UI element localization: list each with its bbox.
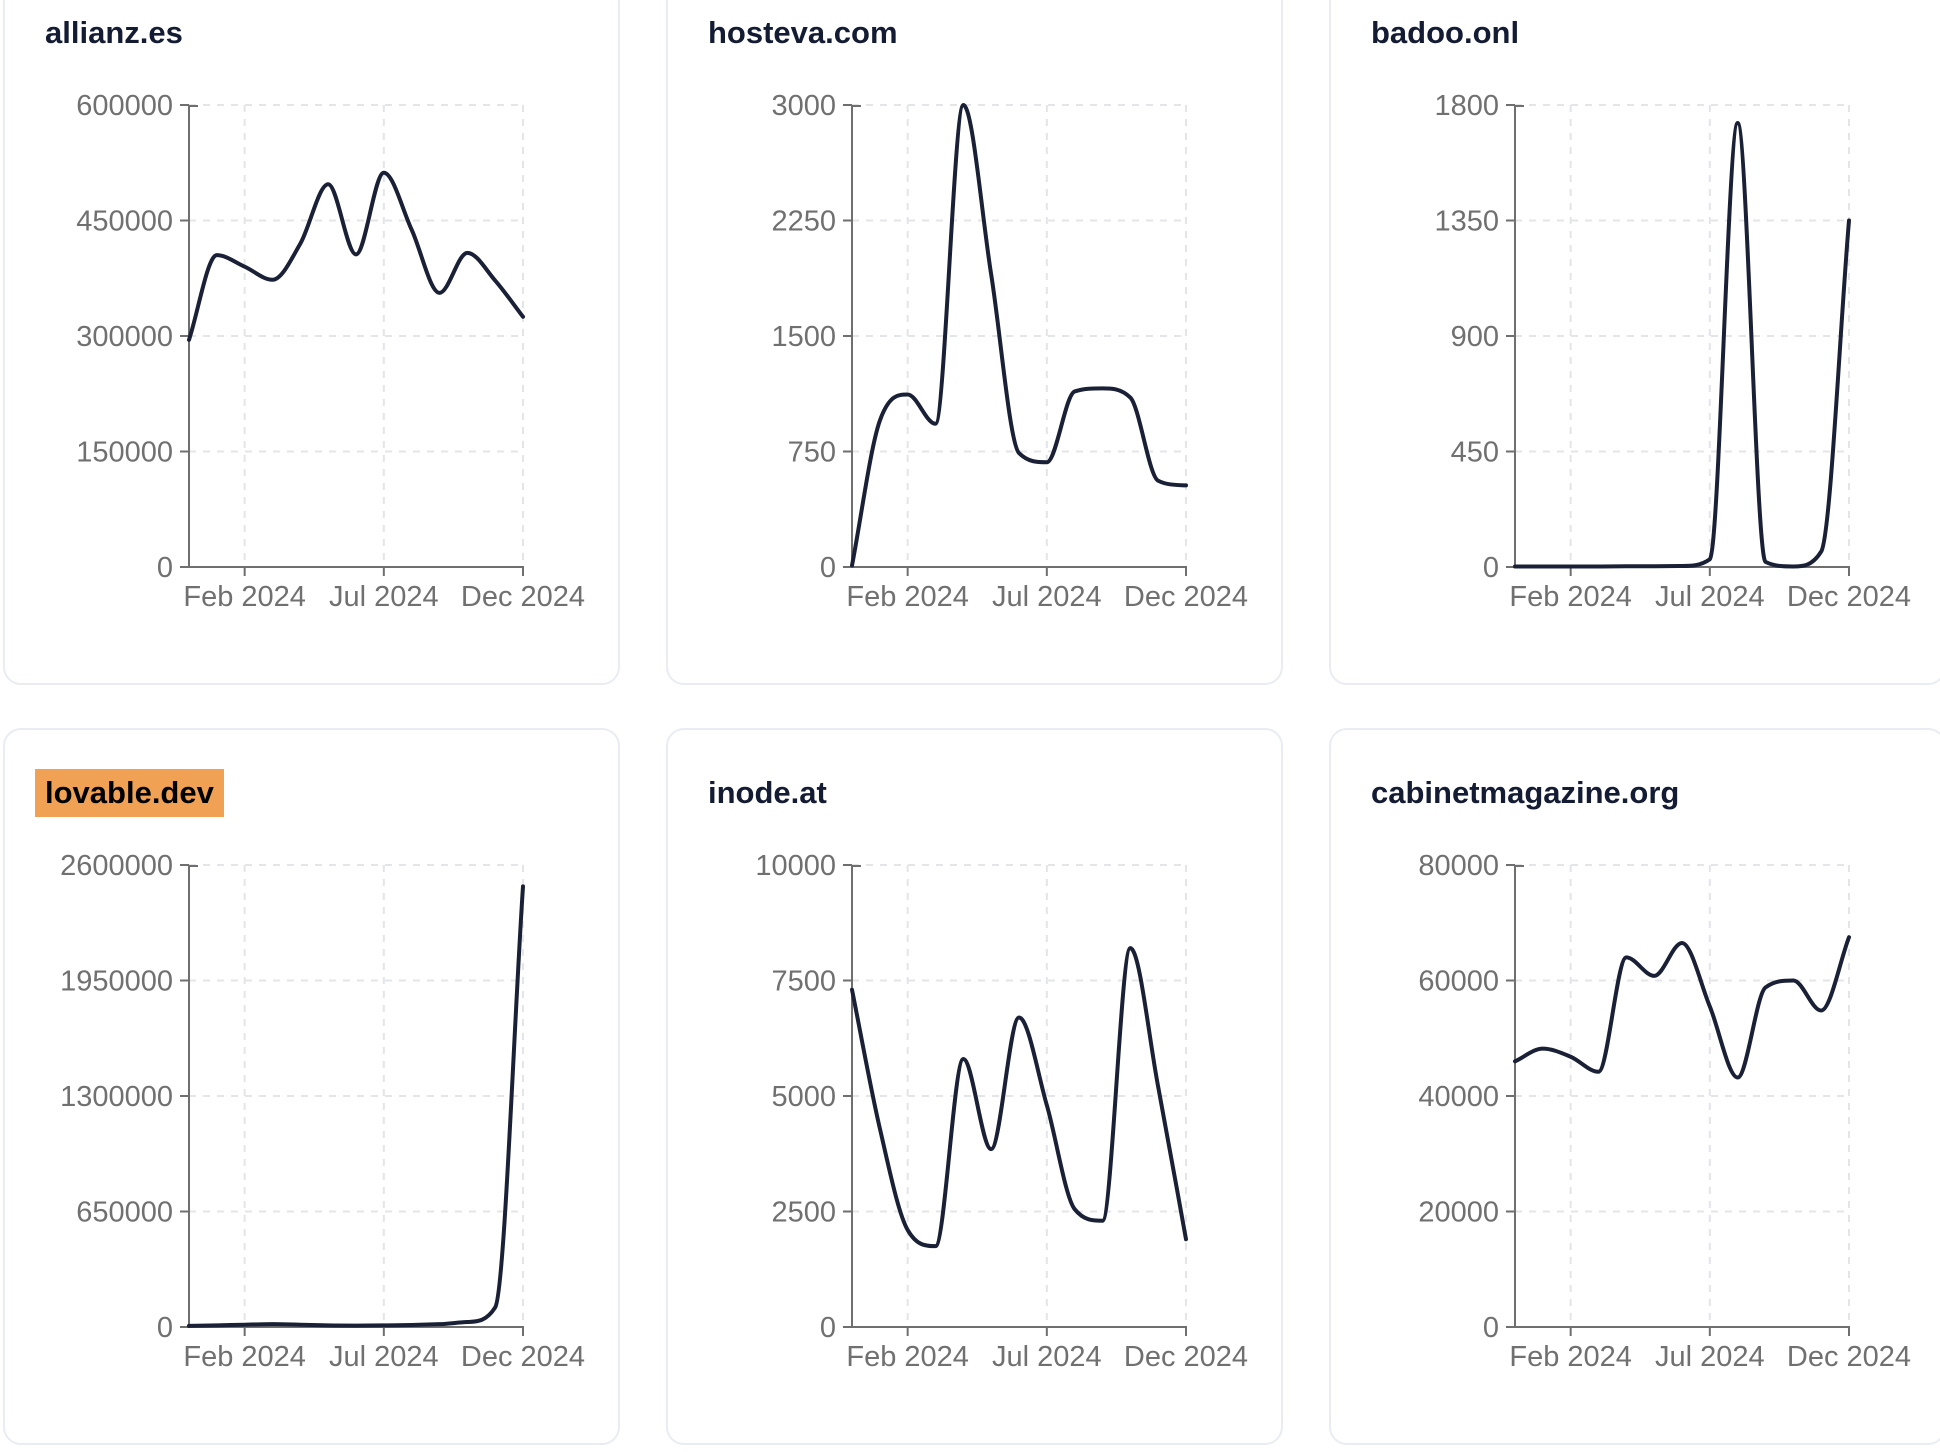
series-line bbox=[187, 170, 525, 342]
y-tick-label: 0 bbox=[820, 552, 836, 584]
y-tick-label: 150000 bbox=[76, 437, 173, 469]
card-title: cabinetmagazine.org bbox=[1371, 774, 1679, 812]
y-tick-label: 750 bbox=[788, 437, 836, 469]
x-tick-label: Feb 2024 bbox=[1509, 581, 1632, 613]
x-tick-label: Dec 2024 bbox=[461, 1341, 585, 1373]
x-tick-label: Feb 2024 bbox=[846, 1341, 969, 1373]
chart-card-inode-at: inode.at 10000 7500 5000 2500 0 Feb 2024 Jul 2… bbox=[666, 728, 1283, 1445]
y-tick-label: 5000 bbox=[771, 1081, 836, 1113]
y-tick-label: 3000 bbox=[771, 90, 836, 122]
series-line bbox=[850, 946, 1188, 1249]
chart-card-lovable-dev: lovable.dev 2600000 1950000 1300000 650000 0… bbox=[3, 728, 620, 1445]
y-tick-label: 600000 bbox=[76, 90, 173, 122]
line-chart: 10000 7500 5000 2500 0 Feb 2024 Jul 2024 Dec 20… bbox=[755, 850, 1248, 1373]
y-tick-label: 10000 bbox=[755, 850, 836, 882]
x-tick-label: Jul 2024 bbox=[992, 581, 1102, 613]
line-chart: 3000 2250 1500 750 0 Feb 2024 Jul 2024 Dec 2024 bbox=[771, 90, 1248, 613]
card-title: inode.at bbox=[708, 774, 827, 812]
y-tick-label: 1950000 bbox=[60, 966, 173, 998]
y-tick-label: 1800 bbox=[1434, 90, 1499, 122]
series-line bbox=[850, 103, 1188, 568]
y-tick-label: 1350 bbox=[1434, 206, 1499, 238]
chart-card-grid: allianz.es 600000 450000 300000 150000 0 Feb … bbox=[3, 0, 1940, 1445]
domain-name-label: hosteva.com bbox=[708, 15, 898, 50]
line-chart: 600000 450000 300000 150000 0 Feb 2024 Jul 202… bbox=[76, 90, 585, 613]
y-tick-label: 20000 bbox=[1418, 1197, 1499, 1229]
x-tick-label: Jul 2024 bbox=[992, 1341, 1102, 1373]
y-tick-label: 1300000 bbox=[60, 1081, 173, 1113]
x-tick-label: Dec 2024 bbox=[1787, 581, 1911, 613]
card-title: badoo.onl bbox=[1371, 14, 1519, 52]
card-title: hosteva.com bbox=[708, 14, 898, 52]
y-tick-label: 0 bbox=[157, 552, 173, 584]
x-tick-label: Jul 2024 bbox=[1655, 581, 1765, 613]
y-tick-label: 650000 bbox=[76, 1197, 173, 1229]
y-tick-label: 900 bbox=[1451, 321, 1499, 353]
series-line bbox=[1513, 935, 1851, 1080]
x-tick-label: Dec 2024 bbox=[461, 581, 585, 613]
card-title: allianz.es bbox=[45, 14, 183, 52]
x-tick-label: Dec 2024 bbox=[1124, 581, 1248, 613]
x-tick-label: Jul 2024 bbox=[329, 581, 439, 613]
x-tick-label: Feb 2024 bbox=[1509, 1341, 1632, 1373]
line-chart: 1800 1350 900 450 0 Feb 2024 Jul 2024 Dec 2024 bbox=[1434, 90, 1911, 613]
chart-card-hosteva-com: hosteva.com 3000 2250 1500 750 0 Feb 2024 Jul … bbox=[666, 0, 1283, 685]
y-tick-label: 300000 bbox=[76, 321, 173, 353]
y-tick-label: 7500 bbox=[771, 966, 836, 998]
series-line bbox=[187, 884, 525, 1328]
y-tick-label: 2250 bbox=[771, 206, 836, 238]
y-tick-label: 0 bbox=[1483, 1312, 1499, 1344]
y-tick-label: 2600000 bbox=[60, 850, 173, 882]
domain-name-label: allianz.es bbox=[45, 15, 183, 50]
series-line bbox=[1513, 120, 1851, 569]
x-tick-label: Feb 2024 bbox=[846, 581, 969, 613]
x-tick-label: Feb 2024 bbox=[183, 581, 306, 613]
line-chart: 2600000 1950000 1300000 650000 0 Feb 2024 Jul … bbox=[60, 850, 585, 1373]
y-tick-label: 2500 bbox=[771, 1197, 836, 1229]
chart-card-allianz-es: allianz.es 600000 450000 300000 150000 0 Feb … bbox=[3, 0, 620, 685]
line-chart: 80000 60000 40000 20000 0 Feb 2024 Jul 2024 Dec… bbox=[1418, 850, 1911, 1373]
x-tick-label: Dec 2024 bbox=[1124, 1341, 1248, 1373]
x-tick-label: Jul 2024 bbox=[329, 1341, 439, 1373]
x-tick-label: Feb 2024 bbox=[183, 1341, 306, 1373]
y-tick-label: 80000 bbox=[1418, 850, 1499, 882]
card-title: lovable.dev bbox=[35, 769, 224, 817]
y-tick-label: 450 bbox=[1451, 437, 1499, 469]
domain-name-label: badoo.onl bbox=[1371, 15, 1520, 50]
y-tick-label: 0 bbox=[157, 1312, 173, 1344]
chart-card-badoo-onl: badoo.onl 1800 1350 900 450 0 Feb 2024 Jul 202… bbox=[1329, 0, 1940, 685]
y-tick-label: 0 bbox=[820, 1312, 836, 1344]
y-tick-label: 60000 bbox=[1418, 966, 1499, 998]
x-tick-label: Dec 2024 bbox=[1787, 1341, 1911, 1373]
y-tick-label: 40000 bbox=[1418, 1081, 1499, 1113]
y-tick-label: 450000 bbox=[76, 206, 173, 238]
x-tick-label: Jul 2024 bbox=[1655, 1341, 1765, 1373]
domain-name-label-highlighted: lovable.dev bbox=[35, 769, 224, 817]
domain-name-label: inode.at bbox=[708, 775, 827, 810]
y-tick-label: 1500 bbox=[771, 321, 836, 353]
chart-card-cabinetmagazine-org: cabinetmagazine.org 80000 60000 40000 20000… bbox=[1329, 728, 1940, 1445]
domain-name-label: cabinetmagazine.org bbox=[1371, 775, 1680, 810]
y-tick-label: 0 bbox=[1483, 552, 1499, 584]
